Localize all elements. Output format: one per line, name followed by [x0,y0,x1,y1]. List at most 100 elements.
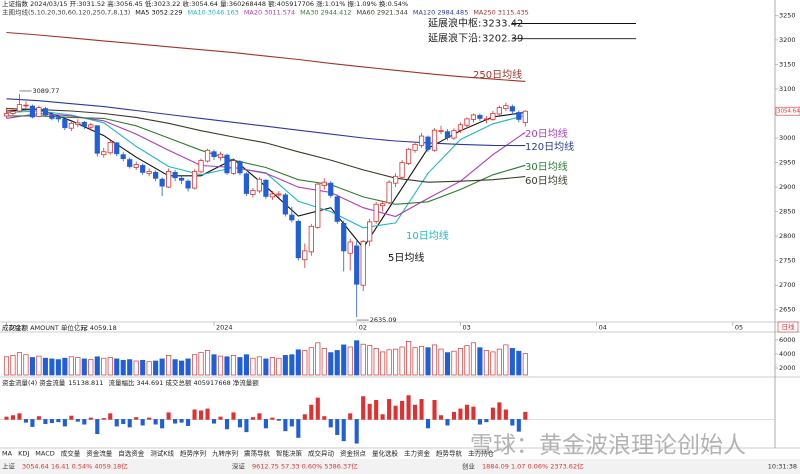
tab[interactable]: 趋势导航 [436,449,463,458]
bar [419,399,424,420]
tab[interactable]: MACD [35,450,54,458]
legend-value: 2921.344 [377,9,408,17]
bar [289,354,295,376]
legend-name: MA10 [187,9,205,17]
bar [393,348,399,376]
tab[interactable]: 成交量 [61,449,81,458]
candle-body [367,221,373,242]
bar [94,356,100,376]
bar [445,419,450,426]
tab[interactable]: 主力资金 [404,449,431,458]
bar [367,345,373,376]
ma-label: 20日均线 [525,127,568,140]
tab[interactable]: 自选资金 [118,449,145,458]
bar [458,408,463,420]
bar [153,419,158,425]
status-name: 上证 [2,462,16,471]
bar [231,412,236,420]
candle-body [29,105,36,118]
bar [250,417,255,420]
bar [470,342,476,376]
candle-body [328,182,334,196]
bar [302,414,307,420]
bar [497,402,502,420]
ma-label: 250日均线 [473,68,522,81]
bar [81,358,87,376]
tab[interactable]: 成交异动 [308,449,335,458]
bar [179,419,184,423]
tab[interactable]: 资金流量 [86,449,113,458]
candle-body [217,153,224,159]
bar [302,350,308,376]
candle-body [509,106,515,112]
y-tick-label: 2650 [779,306,796,314]
bar [147,417,152,420]
bar [464,345,470,376]
bar [230,355,237,376]
period-tag: 日线 [782,322,796,331]
candle-body [276,193,282,196]
ma-line [6,112,526,218]
bar [373,348,379,376]
bar [483,350,489,376]
bar [10,415,16,420]
tab[interactable]: 震荡导航 [244,449,271,458]
candle-body [444,131,451,138]
candle-body [101,151,107,156]
candle-body [380,203,386,207]
bar [380,414,385,420]
candle-body [3,113,10,117]
x-tick-label: 2023 [8,324,25,332]
bar [16,352,23,376]
y-tick-label: 2750 [779,257,796,265]
bar [75,357,81,376]
bar [36,416,41,420]
bar [56,419,61,423]
candle-body [42,108,48,116]
bar [217,355,224,376]
candle-body [94,125,100,154]
y-tick-label: 4000 [779,350,796,358]
bar [49,419,54,424]
tab[interactable]: KDJ [18,450,29,458]
bar [114,358,120,376]
tab[interactable]: 量化选股 [372,449,399,458]
bar [510,419,515,426]
bar [263,419,268,429]
bar [192,354,198,376]
candle-body [23,104,29,107]
legend-name: MA20 [244,9,262,17]
bar [269,357,275,376]
candle-body [321,181,327,187]
bar [425,419,431,429]
tab[interactable]: 趋势序列 [180,449,206,458]
candle-body [405,148,412,164]
period-tag-box [777,321,799,333]
tab[interactable]: MA [2,450,13,458]
bar [263,358,269,376]
tab[interactable]: 资金拐点 [340,449,367,458]
price-tag: 3054.64 [777,109,800,115]
tab[interactable]: 智能决策 [276,449,303,458]
tab[interactable]: 九转序列 [212,449,238,458]
y-tick-label: 3000 [779,134,796,142]
bar [431,344,438,376]
bar [127,419,132,428]
bar [120,359,126,376]
legend-name: MA5 [135,9,149,17]
bar [322,416,327,420]
bar [250,357,256,376]
candle-body [204,149,211,162]
candle-body [334,196,340,222]
tab[interactable]: 测试K线 [150,449,174,458]
y-tick-label: 2900 [779,183,796,191]
bar [211,419,217,424]
candle-body [127,159,133,167]
candle-body [211,151,217,158]
tab[interactable]: 主力持仓 [468,449,495,458]
legend-name: MA120 [413,9,435,17]
x-tick-label: 04 [599,324,607,332]
status-values: 3054.64 16.41 0.54% 4059.18亿 [22,462,128,471]
bar [289,419,294,427]
legend-name: MA60 [357,9,375,17]
